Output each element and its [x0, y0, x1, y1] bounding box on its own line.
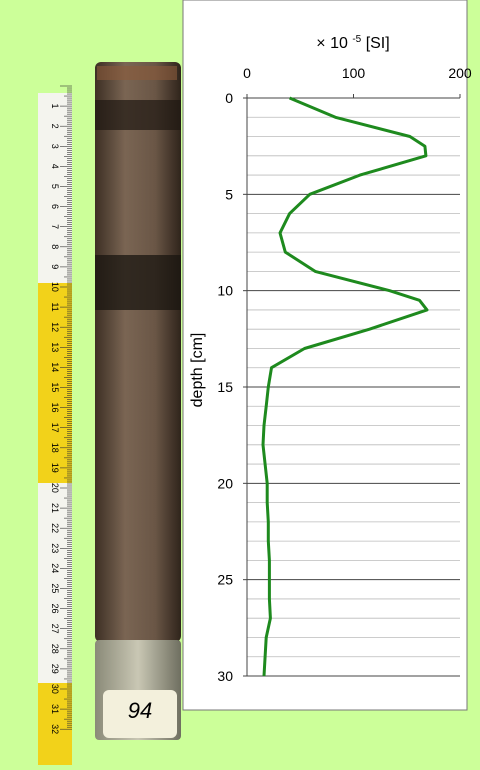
- ruler-label: 17: [50, 423, 60, 433]
- ruler-label: 9: [50, 264, 60, 269]
- ruler-label: 20: [50, 483, 60, 493]
- ruler-label: 1: [50, 103, 60, 108]
- ruler-label: 13: [50, 342, 60, 352]
- ruler-label: 15: [50, 382, 60, 392]
- page: 94 1234567891011121314151617181920212223…: [0, 0, 480, 765]
- ruler-label: 30: [50, 684, 60, 694]
- core-top: [97, 66, 177, 80]
- y-tick-label: 20: [217, 475, 233, 491]
- ruler-label: 23: [50, 543, 60, 553]
- ruler-label: 32: [50, 724, 60, 734]
- ruler-label: 11: [50, 302, 60, 311]
- chart-panel: [183, 0, 467, 710]
- dark-band: [95, 255, 181, 310]
- y-tick-label: 0: [225, 90, 233, 106]
- ruler-label: 18: [50, 443, 60, 453]
- ruler-label: 29: [50, 664, 60, 674]
- ruler: 1234567891011121314151617181920212223242…: [38, 86, 72, 765]
- ruler-label: 26: [50, 603, 60, 613]
- ruler-label: 19: [50, 463, 60, 473]
- ruler-label: 4: [50, 164, 60, 169]
- ruler-label: 27: [50, 624, 60, 634]
- ruler-label: 21: [50, 503, 60, 513]
- y-axis-title: depth [cm]: [189, 333, 206, 408]
- ruler-label: 14: [50, 362, 60, 372]
- core-tag-text: 94: [128, 698, 152, 723]
- ruler-label: 31: [50, 704, 60, 714]
- ruler-label: 25: [50, 583, 60, 593]
- sediment-core: [95, 62, 181, 642]
- x-tick-label: 0: [243, 65, 251, 81]
- y-tick-label: 5: [225, 186, 233, 202]
- figure: 94 1234567891011121314151617181920212223…: [0, 0, 480, 765]
- ruler-label: 16: [50, 402, 60, 412]
- y-tick-label: 25: [217, 572, 233, 588]
- ruler-label: 3: [50, 144, 60, 149]
- y-tick-label: 10: [217, 283, 233, 299]
- ruler-label: 6: [50, 204, 60, 209]
- y-tick-label: 30: [217, 668, 233, 684]
- ruler-label: 12: [50, 322, 60, 332]
- dark-band: [95, 100, 181, 130]
- y-tick-label: 15: [217, 379, 233, 395]
- ruler-label: 2: [50, 124, 60, 129]
- ruler-label: 7: [50, 224, 60, 229]
- x-tick-label: 200: [448, 65, 472, 81]
- ruler-label: 8: [50, 244, 60, 249]
- ruler-label: 24: [50, 563, 60, 573]
- ruler-label: 10: [50, 282, 60, 292]
- x-tick-label: 100: [342, 65, 366, 81]
- ruler-label: 22: [50, 523, 60, 533]
- ruler-label: 28: [50, 644, 60, 654]
- ruler-label: 5: [50, 184, 60, 189]
